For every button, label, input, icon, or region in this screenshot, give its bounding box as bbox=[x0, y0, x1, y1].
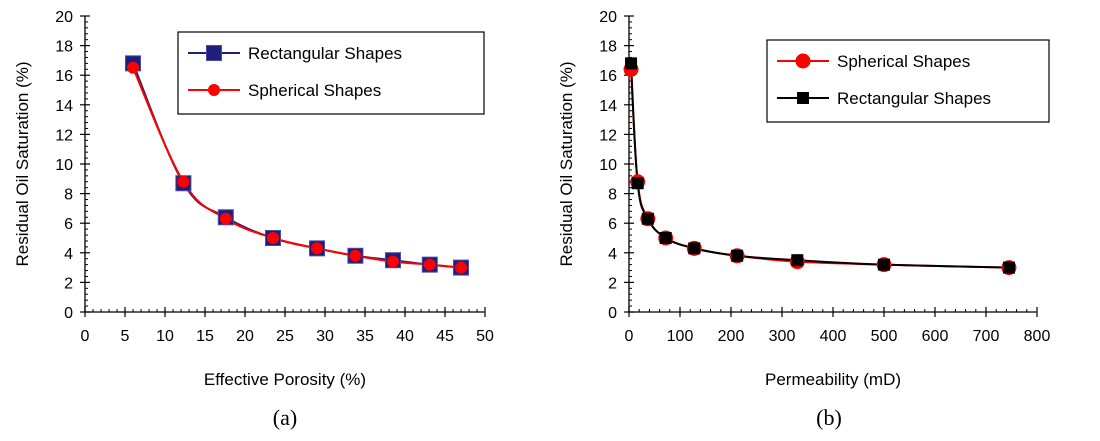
x-tick-label: 200 bbox=[718, 328, 745, 345]
x-tick-label: 50 bbox=[476, 328, 494, 345]
data-point-square bbox=[731, 249, 744, 262]
x-tick-label: 100 bbox=[667, 328, 694, 345]
x-tick-label: 40 bbox=[396, 328, 414, 345]
data-point-square bbox=[688, 242, 701, 255]
legend-marker-square bbox=[206, 45, 222, 61]
y-tick-label: 14 bbox=[599, 98, 617, 115]
y-tick-label: 6 bbox=[64, 216, 73, 233]
x-tick-label: 15 bbox=[196, 328, 214, 345]
x-tick-label: 500 bbox=[871, 328, 898, 345]
y-tick-label: 6 bbox=[608, 216, 617, 233]
y-tick-label: 16 bbox=[599, 68, 617, 85]
y-tick-label: 0 bbox=[64, 305, 73, 322]
y-tick-label: 18 bbox=[55, 39, 73, 56]
x-tick-label: 0 bbox=[625, 328, 634, 345]
y-axis-title: Residual Oil Saturation (%) bbox=[13, 61, 32, 266]
x-tick-label: 10 bbox=[156, 328, 174, 345]
legend-marker-circle bbox=[795, 53, 811, 69]
y-tick-label: 16 bbox=[55, 68, 73, 85]
y-tick-label: 20 bbox=[55, 9, 73, 26]
data-point-square bbox=[631, 177, 644, 190]
legend-box bbox=[766, 39, 1050, 123]
data-point-circle bbox=[267, 232, 279, 244]
y-tick-label: 4 bbox=[64, 246, 73, 263]
y-tick-label: 4 bbox=[608, 246, 617, 263]
x-tick-label: 800 bbox=[1024, 328, 1051, 345]
chart-panel-a: 0 2 4 6 8 10 12 14 16 18 20 0 5 10 15 20 25 30 35 40 45 50 Eff… bbox=[13, 9, 494, 430]
y-tick-label: 2 bbox=[608, 275, 617, 292]
data-point-circle bbox=[423, 258, 436, 271]
legend-box bbox=[177, 31, 485, 115]
x-tick-label: 35 bbox=[356, 328, 374, 345]
legend-label: Spherical Shapes bbox=[248, 81, 381, 100]
x-axis-title: Effective Porosity (%) bbox=[204, 370, 366, 389]
y-tick-label: 10 bbox=[599, 157, 617, 174]
data-point-circle bbox=[219, 212, 232, 225]
legend-label: Rectangular Shapes bbox=[248, 44, 402, 63]
y-tick-label: 14 bbox=[55, 98, 73, 115]
legend-label: Spherical Shapes bbox=[837, 52, 970, 71]
y-tick-label: 20 bbox=[599, 9, 617, 26]
data-point-square bbox=[791, 254, 804, 267]
panel-caption: (a) bbox=[273, 405, 297, 430]
x-tick-label: 20 bbox=[236, 328, 254, 345]
data-point-circle bbox=[349, 249, 362, 262]
x-tick-label: 45 bbox=[436, 328, 454, 345]
y-tick-label: 18 bbox=[599, 39, 617, 56]
x-tick-label: 300 bbox=[769, 328, 796, 345]
data-point-square bbox=[641, 212, 654, 225]
y-tick-label: 12 bbox=[599, 127, 617, 144]
data-point-circle bbox=[127, 61, 139, 74]
data-point-circle bbox=[311, 242, 323, 255]
legend-label: Rectangular Shapes bbox=[837, 89, 991, 108]
legend-marker-square bbox=[797, 92, 809, 104]
y-tick-label: 8 bbox=[608, 187, 617, 204]
data-point-square bbox=[1002, 261, 1015, 274]
x-tick-label: 600 bbox=[922, 328, 949, 345]
y-tick-label: 10 bbox=[55, 157, 73, 174]
x-tick-label: 30 bbox=[316, 328, 334, 345]
data-point-square bbox=[878, 258, 890, 271]
x-tick-label: 5 bbox=[121, 328, 130, 345]
legend-marker-circle bbox=[208, 84, 220, 96]
x-axis-title: Permeability (mD) bbox=[765, 370, 901, 389]
x-tick-label: 700 bbox=[973, 328, 1000, 345]
x-tick-label: 25 bbox=[276, 328, 294, 345]
x-tick-label: 0 bbox=[81, 328, 90, 345]
y-tick-label: 8 bbox=[64, 187, 73, 204]
data-point-square bbox=[625, 57, 638, 70]
y-tick-label: 2 bbox=[64, 275, 73, 292]
data-point-circle bbox=[177, 175, 190, 188]
data-point-circle bbox=[455, 261, 467, 274]
data-point-circle bbox=[387, 255, 399, 268]
y-tick-label: 0 bbox=[608, 305, 617, 322]
y-tick-label: 12 bbox=[55, 127, 73, 144]
x-tick-label: 400 bbox=[820, 328, 847, 345]
panel-caption: (b) bbox=[816, 405, 842, 430]
data-point-square bbox=[659, 232, 672, 244]
y-axis-title: Residual Oil Saturation (%) bbox=[557, 61, 576, 266]
